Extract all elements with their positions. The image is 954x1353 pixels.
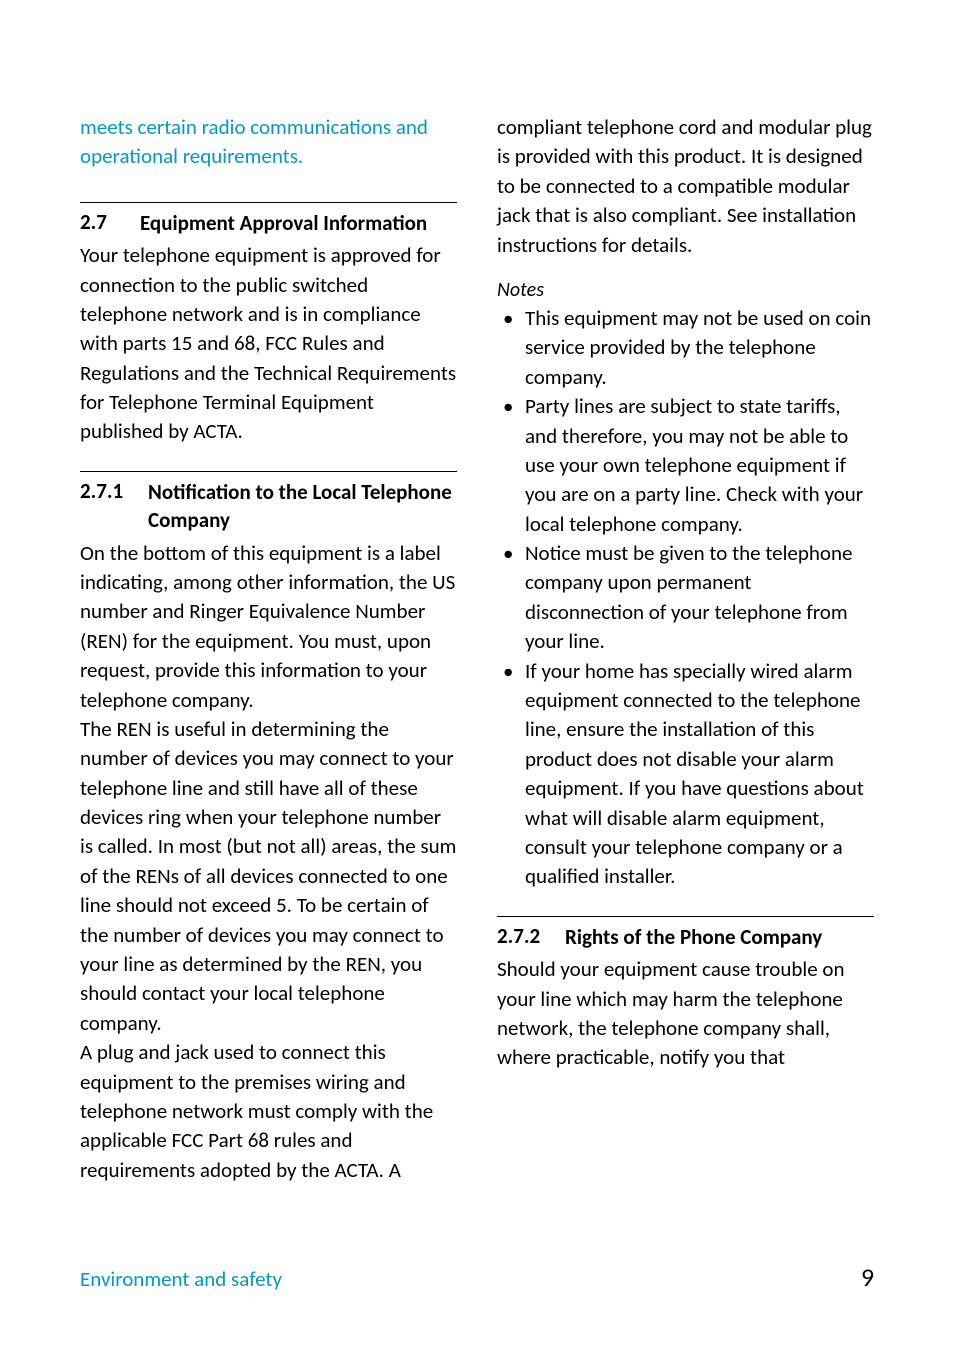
paragraph: Should your equipment cause trouble on y… bbox=[497, 955, 874, 1073]
paragraph: Your telephone equipment is approved for… bbox=[80, 241, 457, 447]
footer-page-number: 9 bbox=[861, 1261, 874, 1293]
paragraph: On the bottom of this equipment is a lab… bbox=[80, 539, 457, 715]
list-item: Notice must be given to the telephone co… bbox=[497, 539, 874, 657]
intro-continuation: meets certain radio communications and o… bbox=[80, 113, 457, 172]
section-2-7-1-heading: 2.7.1 Notification to the Local Telephon… bbox=[80, 478, 457, 535]
divider bbox=[497, 916, 874, 917]
list-item: Party lines are subject to state tariffs… bbox=[497, 392, 874, 539]
section-2-7-2-body: Should your equipment cause trouble on y… bbox=[497, 955, 874, 1073]
section-title: Rights of the Phone Company bbox=[565, 923, 822, 951]
section-number: 2.7 bbox=[80, 209, 140, 237]
footer-section-name: Environment and safety bbox=[80, 1266, 282, 1292]
list-item: This equipment may not be used on coin s… bbox=[497, 304, 874, 392]
section-2-7-2-heading: 2.7.2 Rights of the Phone Company bbox=[497, 923, 874, 951]
divider bbox=[80, 471, 457, 472]
section-2-7-body: Your telephone equipment is approved for… bbox=[80, 241, 457, 447]
notes-label: Notes bbox=[497, 278, 874, 302]
page-footer: Environment and safety 9 bbox=[80, 1261, 874, 1293]
list-item: If your home has specially wired alarm e… bbox=[497, 657, 874, 892]
section-title: Equipment Approval Information bbox=[140, 209, 427, 237]
paragraph: The REN is useful in determining the num… bbox=[80, 715, 457, 1038]
divider bbox=[80, 202, 457, 203]
section-title: Notification to the Local Telephone Comp… bbox=[148, 478, 457, 535]
section-number: 2.7.2 bbox=[497, 923, 565, 951]
section-number: 2.7.1 bbox=[80, 478, 148, 535]
notes-list: This equipment may not be used on coin s… bbox=[497, 304, 874, 892]
section-2-7-heading: 2.7 Equipment Approval Information bbox=[80, 209, 457, 237]
